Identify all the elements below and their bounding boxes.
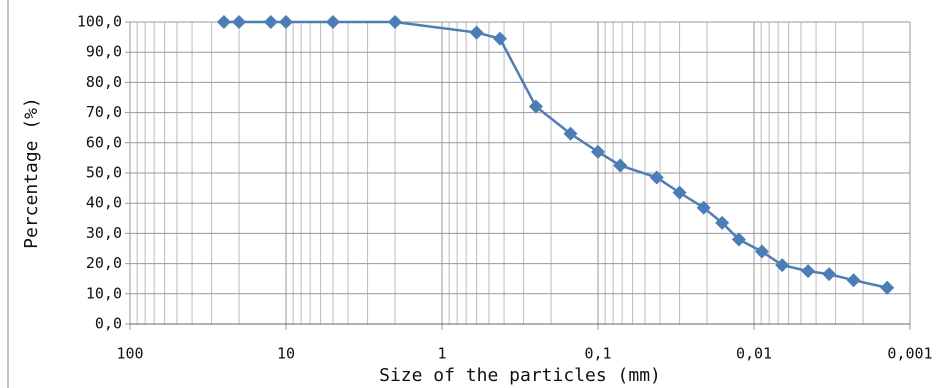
data-marker [649, 170, 664, 185]
y-tick-label: 30,0 [86, 224, 122, 242]
data-marker [696, 200, 711, 215]
y-tick-label: 70,0 [86, 103, 122, 121]
y-tick-label: 90,0 [86, 43, 122, 61]
x-tick-label: 0,001 [887, 345, 932, 363]
data-marker [232, 15, 247, 29]
data-marker [325, 15, 340, 29]
y-tick-label: 60,0 [86, 133, 122, 151]
data-marker [492, 31, 507, 46]
data-marker [279, 15, 293, 29]
y-axis-title: Percentage (%) [21, 97, 42, 249]
data-marker [822, 267, 837, 282]
y-tick-label: 0,0 [95, 315, 122, 333]
data-marker [591, 144, 605, 159]
x-tick-label: 1 [437, 345, 446, 363]
x-tick-label: 100 [116, 345, 143, 363]
data-marker [775, 258, 790, 273]
x-tick-label: 10 [277, 345, 295, 363]
x-axis-title: Size of the particles (mm) [379, 365, 661, 386]
data-marker [846, 273, 861, 288]
data-marker [715, 215, 730, 230]
x-tick-label: 0,01 [736, 345, 772, 363]
y-tick-label: 50,0 [86, 164, 122, 182]
data-marker [388, 15, 403, 29]
data-marker [216, 15, 231, 29]
data-marker [880, 280, 895, 295]
data-marker [801, 264, 816, 279]
data-marker [263, 15, 278, 29]
data-line [223, 20, 888, 289]
data-marker [469, 25, 484, 40]
y-tick-label: 10,0 [86, 284, 122, 302]
y-tick-label: 100,0 [77, 13, 122, 31]
data-marker [613, 158, 628, 173]
data-marker [563, 126, 578, 141]
data-marker [672, 185, 687, 200]
data-marker [754, 244, 769, 259]
y-tick-label: 20,0 [86, 254, 122, 272]
data-marker [731, 232, 746, 247]
y-tick-label: 80,0 [86, 73, 122, 91]
x-tick-label: 0,1 [584, 345, 611, 363]
y-tick-label: 40,0 [86, 194, 122, 212]
data-marker [528, 99, 543, 114]
